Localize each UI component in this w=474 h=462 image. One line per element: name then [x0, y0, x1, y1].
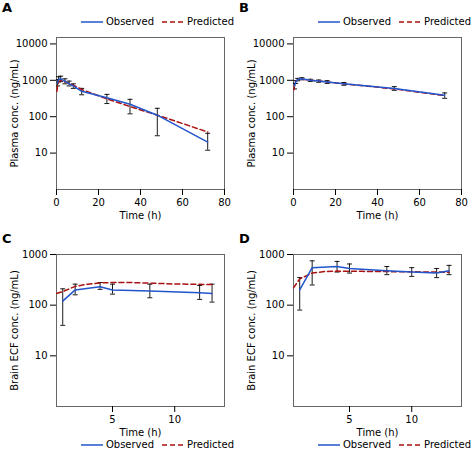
svg-text:Time (h): Time (h) — [119, 427, 162, 438]
svg-text:0: 0 — [53, 197, 59, 208]
svg-text:Time (h): Time (h) — [356, 427, 399, 438]
html-text:Observed: Observed — [105, 439, 154, 450]
svg-text:1000: 1000 — [259, 249, 284, 260]
svg-text:10: 10 — [35, 350, 48, 361]
svg-text:Brain ECF conc. (ng/mL): Brain ECF conc. (ng/mL) — [246, 270, 257, 391]
svg-text:60: 60 — [413, 197, 426, 208]
svg-text:10: 10 — [35, 147, 48, 158]
svg-text:1000: 1000 — [22, 249, 47, 260]
svg-text:Plasma conc. (ng/mL): Plasma conc. (ng/mL) — [9, 59, 20, 167]
svg-text:Time (h): Time (h) — [356, 210, 399, 221]
svg-text:Brain ECF conc. (ng/mL): Brain ECF conc. (ng/mL) — [9, 270, 20, 391]
html-text:A: A — [2, 0, 13, 15]
html-text:Predicted: Predicted — [187, 439, 234, 450]
html-text:Predicted: Predicted — [187, 16, 234, 27]
html-text:B: B — [239, 0, 249, 15]
html-text:D: D — [239, 231, 250, 246]
svg-text:Plasma conc. (ng/mL): Plasma conc. (ng/mL) — [246, 59, 257, 167]
html-text:Predicted: Predicted — [424, 16, 471, 27]
svg-text:40: 40 — [371, 197, 384, 208]
html-text:Observed: Observed — [105, 16, 154, 27]
html-text:Observed: Observed — [342, 16, 391, 27]
svg-text:80: 80 — [455, 197, 468, 208]
svg-text:100: 100 — [28, 111, 47, 122]
svg-text:100: 100 — [265, 111, 284, 122]
svg-text:40: 40 — [134, 197, 147, 208]
svg-text:10000: 10000 — [253, 38, 285, 49]
svg-text:20: 20 — [92, 197, 105, 208]
svg-text:100: 100 — [28, 299, 47, 310]
svg-text:10: 10 — [272, 350, 285, 361]
svg-text:100: 100 — [265, 299, 284, 310]
svg-text:80: 80 — [218, 197, 231, 208]
svg-text:10: 10 — [272, 147, 285, 158]
html-text:Predicted: Predicted — [424, 439, 471, 450]
svg-text:10: 10 — [405, 414, 418, 425]
svg-text:5: 5 — [109, 414, 115, 425]
svg-text:1000: 1000 — [259, 75, 284, 86]
html-text:C: C — [2, 231, 12, 246]
svg-text:10000: 10000 — [16, 38, 48, 49]
svg-text:60: 60 — [176, 197, 189, 208]
html-text:Observed: Observed — [342, 439, 391, 450]
svg-text:0: 0 — [290, 197, 296, 208]
svg-text:5: 5 — [346, 414, 352, 425]
svg-text:10: 10 — [168, 414, 181, 425]
svg-text:20: 20 — [329, 197, 342, 208]
svg-text:1000: 1000 — [22, 75, 47, 86]
svg-text:Time (h): Time (h) — [119, 210, 162, 221]
